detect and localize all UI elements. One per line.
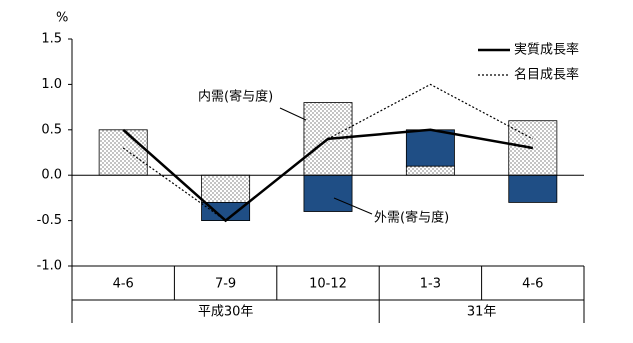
bar bbox=[405, 165, 455, 176]
leader-line bbox=[333, 197, 373, 215]
bar bbox=[508, 174, 558, 203]
x-tick-label: 4-6 bbox=[522, 277, 543, 292]
group-label: 31年 bbox=[467, 305, 497, 320]
bar bbox=[303, 174, 353, 212]
leader-line bbox=[279, 107, 307, 121]
x-tick-label: 10-12 bbox=[309, 277, 347, 292]
y-tick-label: -0.5 bbox=[37, 213, 62, 228]
bar bbox=[201, 174, 251, 203]
x-tick-label: 1-3 bbox=[420, 277, 441, 292]
y-tick-label: 0.5 bbox=[41, 122, 62, 137]
unit-label: % bbox=[56, 11, 68, 26]
x-tick-label: 4-6 bbox=[113, 277, 134, 292]
annotation: 外需(寄与度) bbox=[374, 210, 449, 226]
y-tick-label: 0.0 bbox=[41, 168, 62, 183]
bar bbox=[98, 129, 148, 176]
legend-label: 実質成長率 bbox=[514, 42, 579, 58]
line bbox=[122, 83, 534, 222]
annotation: 内需(寄与度) bbox=[198, 89, 273, 105]
y-tick-label: -1.0 bbox=[37, 259, 62, 274]
bar bbox=[405, 129, 455, 167]
x-tick-label: 7-9 bbox=[215, 277, 236, 292]
y-tick-label: 1.0 bbox=[41, 77, 62, 92]
y-tick-label: 1.5 bbox=[41, 32, 62, 47]
group-label: 平成30年 bbox=[198, 305, 254, 320]
legend-label: 名目成長率 bbox=[514, 67, 579, 83]
